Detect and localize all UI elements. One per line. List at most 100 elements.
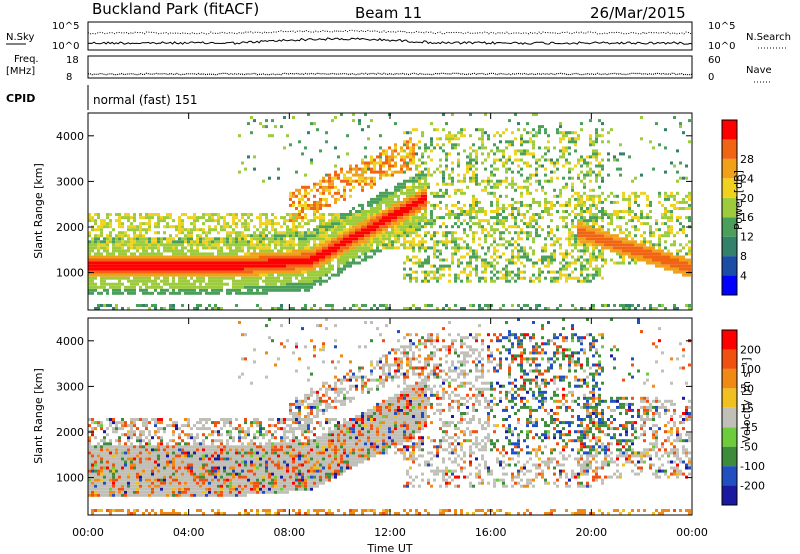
- scatter-cell: [283, 261, 286, 265]
- scatter-cell: [262, 213, 265, 216]
- scatter-cell: [139, 240, 142, 244]
- scatter-cell: [457, 216, 460, 220]
- scatter-cell: [424, 146, 427, 150]
- scatter-cell: [643, 216, 646, 220]
- scatter-cell: [562, 216, 565, 220]
- scatter-cell: [226, 255, 229, 259]
- scatter-cell: [361, 207, 364, 210]
- scatter-cell: [535, 213, 538, 216]
- scatter-cell: [628, 197, 631, 201]
- scatter-cell: [505, 216, 508, 220]
- scatter-cell: [325, 131, 328, 135]
- scatter-cell: [253, 234, 256, 238]
- scatter-cell: [385, 246, 388, 250]
- scatter-cell: [262, 249, 265, 253]
- scatter-cell: [421, 200, 424, 204]
- scatter-cell: [610, 234, 613, 238]
- scatter-cell: [142, 240, 145, 244]
- scatter-cell: [271, 228, 274, 232]
- scatter-cell: [250, 246, 253, 250]
- scatter-cell: [403, 191, 406, 195]
- scatter-cell: [124, 270, 127, 274]
- scatter-cell: [208, 228, 211, 232]
- scatter-cell: [553, 270, 556, 274]
- scatter-cell: [178, 264, 181, 268]
- scatter-cell: [109, 512, 112, 515]
- scatter-cell: [229, 261, 232, 265]
- scatter-cell: [133, 264, 136, 268]
- scatter-cell: [637, 304, 640, 307]
- scatter-cell: [142, 261, 145, 265]
- scatter-cell: [496, 197, 499, 201]
- scatter-cell: [241, 261, 244, 265]
- scatter-cell: [418, 307, 421, 310]
- scatter-cell: [568, 197, 571, 201]
- nave-label: Nave: [746, 65, 772, 76]
- scatter-cell: [331, 264, 334, 268]
- scatter-cell: [286, 264, 289, 268]
- scatter-cell: [217, 213, 220, 216]
- scatter-cell: [235, 261, 238, 265]
- scatter-cell: [463, 176, 466, 180]
- scatter-cell: [274, 270, 277, 274]
- scatter-cell: [106, 291, 109, 295]
- scatter-cell: [334, 213, 337, 216]
- scatter-cell: [349, 219, 352, 223]
- scatter-cell: [295, 255, 298, 259]
- scatter-cell: [490, 170, 493, 174]
- scatter-cell: [676, 191, 679, 195]
- scatter-cell: [157, 285, 160, 289]
- scatter-cell: [91, 509, 94, 512]
- scatter-cell: [589, 240, 592, 244]
- scatter-cell: [349, 179, 352, 183]
- scatter-cell: [298, 210, 301, 213]
- scatter-cell: [484, 113, 487, 116]
- scatter-cell: [484, 219, 487, 223]
- scatter-cell: [100, 487, 103, 491]
- scatter-cell: [259, 307, 262, 310]
- scatter-cell: [322, 243, 325, 247]
- scatter-cell: [559, 243, 562, 247]
- scatter-cell: [589, 167, 592, 171]
- scatter-cell: [535, 179, 538, 183]
- scatter-cell: [322, 246, 325, 250]
- scatter-cell: [214, 270, 217, 274]
- scatter-cell: [565, 237, 568, 241]
- scatter-cell: [451, 161, 454, 165]
- scatter-cell: [118, 234, 121, 238]
- scatter-cell: [319, 228, 322, 232]
- scatter-cell: [394, 237, 397, 241]
- scatter-cell: [340, 170, 343, 174]
- scatter-cell: [574, 203, 577, 207]
- scatter-cell: [97, 258, 100, 262]
- scatter-cell: [148, 276, 151, 280]
- scatter-cell: [406, 179, 409, 183]
- scatter-cell: [157, 243, 160, 247]
- scatter-cell: [619, 231, 622, 235]
- scatter-cell: [283, 234, 286, 238]
- scatter-cell: [169, 282, 172, 286]
- scatter-cell: [406, 191, 409, 195]
- scatter-cell: [538, 225, 541, 229]
- scatter-cell: [355, 219, 358, 223]
- scatter-cell: [385, 231, 388, 235]
- scatter-cell: [547, 207, 550, 210]
- scatter-cell: [361, 185, 364, 189]
- scatter-cell: [268, 276, 271, 280]
- scatter-cell: [481, 307, 484, 310]
- scatter-cell: [301, 207, 304, 210]
- scatter-cell: [307, 285, 310, 289]
- scatter-cell: [679, 243, 682, 247]
- scatter-cell: [436, 167, 439, 171]
- scatter-cell: [127, 219, 130, 223]
- scatter-cell: [439, 276, 442, 280]
- scatter-cell: [169, 270, 172, 274]
- scatter-cell: [184, 282, 187, 286]
- scatter-cell: [352, 113, 355, 116]
- scatter-cell: [463, 173, 466, 177]
- scatter-cell: [127, 457, 130, 461]
- scatter-cell: [460, 237, 463, 241]
- scatter-cell: [487, 231, 490, 235]
- scatter-cell: [91, 451, 94, 455]
- scatter-cell: [310, 252, 313, 256]
